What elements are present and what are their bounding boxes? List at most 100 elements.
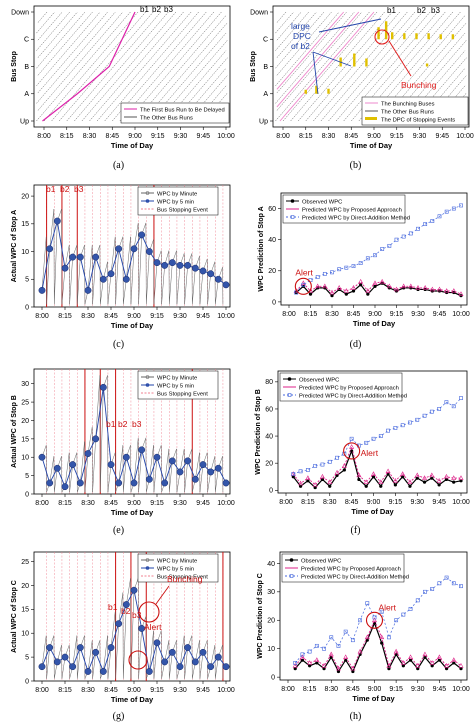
- proposed-approach-point: [298, 480, 304, 486]
- y-tick-label: 40: [265, 433, 273, 440]
- y-tick-label: 10: [267, 646, 275, 653]
- observed-wpc-point: [452, 480, 456, 484]
- direct-addition-point: [336, 643, 341, 648]
- x-tick-label: 8:45: [347, 311, 361, 318]
- bus-run-line: [74, 11, 169, 122]
- y-tick-label: 25: [21, 399, 29, 406]
- observed-wpc-point: [437, 658, 441, 662]
- proposed-approach-point: [422, 285, 428, 290]
- bus-run-line: [320, 11, 416, 122]
- x-tick-label: 9:30: [410, 499, 424, 506]
- annotation-bunching: Bunching: [401, 80, 437, 90]
- bus-label-b1: b1: [106, 419, 116, 429]
- wpc-by-5min-point: [107, 461, 115, 469]
- x-tick-label: 8:15: [304, 311, 318, 318]
- x-tick-label: 8:30: [81, 500, 95, 507]
- legend-entry: Bus Stopping Event: [157, 207, 208, 213]
- direct-addition-point: [364, 440, 369, 445]
- direct-addition-point: [322, 271, 327, 276]
- first-delayed-run-line: [42, 11, 136, 122]
- observed-wpc-point: [437, 483, 441, 487]
- wpc-by-5min-point: [115, 479, 123, 487]
- proposed-approach-point: [357, 648, 363, 654]
- annotation-alert: Alert: [144, 622, 162, 632]
- x-tick-label: 10:00: [217, 133, 235, 140]
- bus-run-line: [275, 11, 370, 122]
- proposed-approach-point: [341, 463, 347, 468]
- legend-marker: [287, 393, 292, 397]
- direct-addition-point: [437, 581, 442, 586]
- proposed-approach-point: [372, 280, 378, 286]
- observed-wpc-point: [328, 484, 332, 488]
- proposed-approach-point: [443, 473, 449, 479]
- x-tick-label: 9:45: [196, 313, 210, 320]
- proposed-approach-point: [415, 285, 421, 290]
- dpc-bar: [365, 58, 368, 67]
- proposed-approach-point: [299, 654, 305, 660]
- observed-wpc-point: [401, 664, 405, 668]
- legend-entry: WPC by Minute: [157, 191, 197, 197]
- x-tick-label: 9:15: [151, 133, 165, 140]
- wpc-by-5min-point: [46, 479, 54, 487]
- plot-frame: [33, 368, 231, 495]
- proposed-approach-point: [379, 634, 385, 640]
- wpc-by-5min-point: [214, 653, 222, 661]
- observed-wpc-point: [306, 479, 310, 483]
- direct-addition-point: [416, 226, 420, 231]
- direct-addition-point: [314, 643, 319, 648]
- direct-addition-point: [387, 243, 392, 248]
- wpc-by-5min-point: [153, 453, 161, 461]
- y-tick-label: 15: [21, 607, 29, 614]
- y-tick-label: 0: [271, 675, 275, 682]
- direct-addition-point: [349, 436, 354, 441]
- wpc-by-5min-point: [168, 648, 176, 656]
- legend-marker: [145, 566, 150, 570]
- wpc-by-5min-point: [145, 667, 153, 675]
- legend-marker: [145, 191, 150, 195]
- legend-entry: WPC by 5 min: [157, 566, 194, 572]
- caption-c: (c): [112, 339, 125, 350]
- series-line-0: [292, 449, 462, 489]
- bus-run-line: [419, 68, 466, 122]
- proposed-approach-point: [415, 662, 421, 668]
- wpc-by-5min-point: [199, 461, 207, 469]
- y-tick-label: 60: [265, 406, 273, 413]
- x-tick-label: 9:30: [411, 311, 425, 318]
- y-tick-label: 0: [25, 304, 29, 311]
- proposed-approach-point: [371, 617, 378, 623]
- bus-label-b2: b2: [118, 419, 128, 429]
- x-tick-label: 8:00: [35, 500, 49, 507]
- bus-label-b1: b1: [140, 5, 149, 14]
- wpc-by-5min-point: [92, 435, 100, 443]
- proposed-approach-point: [444, 288, 450, 293]
- y-tick-label: 5: [25, 655, 29, 662]
- legend-entry: WPC by Minute: [157, 375, 197, 381]
- x-tick-label: 9:45: [433, 311, 447, 318]
- x-tick-label: 8:30: [83, 133, 97, 140]
- y-tick-label: B: [24, 64, 29, 71]
- observed-wpc-point: [351, 289, 356, 293]
- proposed-approach-point: [458, 475, 464, 480]
- y-axis-label: Bus Stop: [250, 51, 257, 82]
- y-axis-label: Actual WPC of Stop C: [11, 580, 18, 653]
- legend-entry: Predicted WPC by Proposed Approach: [301, 566, 401, 572]
- proposed-approach-point: [370, 471, 377, 476]
- wpc-by-5min-point: [153, 259, 161, 267]
- bus-label-b1: b1: [387, 6, 396, 15]
- bus-label-b1: b1: [46, 184, 56, 194]
- bus-run-line: [275, 11, 309, 51]
- dpc-bar: [427, 33, 430, 40]
- bunching-circle: [374, 29, 390, 45]
- x-tick-label: 8:00: [37, 133, 51, 140]
- observed-wpc-point: [430, 664, 434, 668]
- x-tick-label: 10:00: [452, 686, 470, 693]
- proposed-approach-point: [429, 286, 435, 292]
- direct-addition-point: [329, 635, 334, 640]
- direct-addition-point: [291, 472, 296, 476]
- proposed-approach-point: [350, 285, 357, 290]
- dpc-bar: [377, 27, 380, 40]
- x-tick-label: 8:45: [345, 499, 359, 506]
- observed-wpc-point: [320, 477, 325, 482]
- bus-label-b2: b2: [60, 184, 70, 194]
- y-tick-label: 0: [269, 488, 273, 495]
